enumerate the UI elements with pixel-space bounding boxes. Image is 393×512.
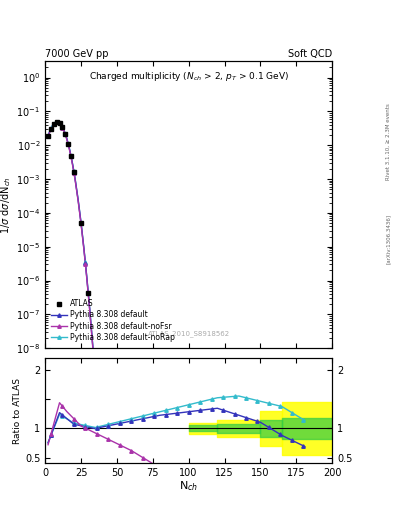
Legend: ATLAS, Pythia 8.308 default, Pythia 8.308 default-noFsr, Pythia 8.308 default-no: ATLAS, Pythia 8.308 default, Pythia 8.30…: [49, 297, 177, 345]
Y-axis label: 1/$\sigma$ d$\sigma$/dN$_{ch}$: 1/$\sigma$ d$\sigma$/dN$_{ch}$: [0, 176, 13, 233]
Text: [arXiv:1306.3436]: [arXiv:1306.3436]: [386, 214, 391, 264]
Text: Rivet 3.1.10, ≥ 2.3M events: Rivet 3.1.10, ≥ 2.3M events: [386, 103, 391, 180]
Text: Soft QCD: Soft QCD: [288, 49, 332, 59]
Text: ATLAS_2010_S8918562: ATLAS_2010_S8918562: [148, 330, 230, 337]
Text: Charged multiplicity ($N_{ch}$ > 2, $p_T$ > 0.1 GeV): Charged multiplicity ($N_{ch}$ > 2, $p_T…: [88, 70, 289, 83]
Y-axis label: Ratio to ATLAS: Ratio to ATLAS: [13, 378, 22, 444]
Text: 7000 GeV pp: 7000 GeV pp: [45, 49, 109, 59]
X-axis label: N$_{ch}$: N$_{ch}$: [179, 480, 198, 494]
